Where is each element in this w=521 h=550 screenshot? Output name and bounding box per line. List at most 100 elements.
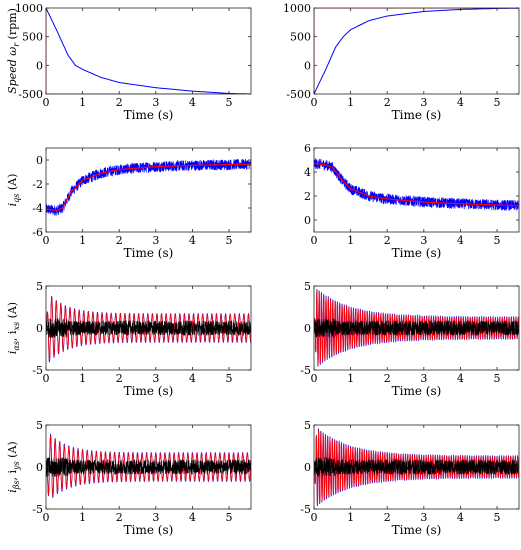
x-tick-label: 2 — [384, 511, 391, 524]
x-tick-label: 3 — [152, 511, 159, 524]
y-tick-label: 0 — [36, 154, 43, 167]
x-tick-label: 1 — [79, 511, 86, 524]
x-tick-label: 2 — [116, 372, 123, 385]
series-line-2 — [314, 163, 519, 207]
series-line-1 — [314, 8, 519, 94]
x-tick-label: 3 — [152, 96, 159, 109]
x-tick-label: 0 — [43, 234, 50, 247]
x-tick-label: 3 — [420, 372, 427, 385]
x-tick-label: 5 — [226, 511, 233, 524]
y-tick-label: 2 — [304, 190, 311, 203]
x-axis-label: Time (s) — [124, 384, 174, 398]
y-tick-label: 5 — [36, 419, 43, 432]
series-oscillation-2 — [46, 435, 251, 497]
y-tick-label: 500 — [290, 31, 311, 44]
series-line-2 — [46, 8, 251, 94]
y-tick-label: 4 — [304, 166, 311, 179]
y-tick-label: -6 — [32, 226, 43, 239]
x-tick-label: 1 — [347, 372, 354, 385]
series-noise-3 — [314, 457, 519, 477]
y-tick-label: 0 — [304, 214, 311, 227]
x-tick-label: 3 — [420, 511, 427, 524]
y-tick-label: 1000 — [15, 2, 43, 15]
y-tick-label: 0 — [304, 461, 311, 474]
y-axis-label: iαs, ixs (A) — [6, 302, 21, 354]
plot-area — [46, 158, 251, 216]
y-tick-label: 0 — [36, 59, 43, 72]
x-axis-label: Time (s) — [392, 384, 442, 398]
y-tick-label: 500 — [22, 31, 43, 44]
y-tick-label: -5 — [32, 503, 43, 516]
plot-area — [314, 8, 519, 94]
y-tick-label: 0 — [36, 322, 43, 335]
x-tick-label: 5 — [226, 234, 233, 247]
x-tick-label: 2 — [116, 96, 123, 109]
x-tick-label: 5 — [494, 511, 501, 524]
plot-area — [314, 428, 519, 506]
x-tick-label: 2 — [116, 234, 123, 247]
y-tick-label: 5 — [304, 280, 311, 293]
x-tick-label: 1 — [79, 372, 86, 385]
x-tick-label: 5 — [226, 96, 233, 109]
y-tick-label: -2 — [32, 178, 43, 191]
x-tick-label: 3 — [420, 96, 427, 109]
x-axis-label: Time (s) — [392, 523, 442, 537]
plot-area — [46, 295, 251, 363]
x-tick-label: 4 — [189, 234, 196, 247]
x-tick-label: 4 — [189, 511, 196, 524]
y-tick-label: -4 — [32, 202, 43, 215]
x-tick-label: 2 — [384, 96, 391, 109]
x-tick-label: 2 — [116, 511, 123, 524]
x-axis-label: Time (s) — [392, 108, 442, 122]
series-line-1 — [46, 8, 251, 94]
x-axis-label: Time (s) — [124, 523, 174, 537]
x-tick-label: 0 — [311, 372, 318, 385]
x-tick-label: 3 — [152, 372, 159, 385]
x-axis-label: Time (s) — [124, 108, 174, 122]
y-tick-label: 1000 — [283, 2, 311, 15]
x-tick-label: 0 — [311, 511, 318, 524]
y-tick-label: -5 — [300, 503, 311, 516]
y-tick-label: -5 — [300, 364, 311, 377]
axes-frame — [45, 7, 252, 95]
series-line-2 — [314, 8, 519, 94]
plot-area — [46, 8, 251, 94]
plot-area — [314, 158, 519, 211]
x-tick-label: 4 — [189, 96, 196, 109]
x-tick-label: 1 — [347, 234, 354, 247]
x-tick-label: 5 — [494, 96, 501, 109]
y-tick-label: 0 — [304, 59, 311, 72]
x-tick-label: 4 — [457, 511, 464, 524]
chart-panel-4: 0 1 2 3 4 5 0 2 4 6 Time (s) — [304, 142, 520, 260]
y-tick-label: 6 — [304, 142, 311, 155]
x-tick-label: 1 — [79, 96, 86, 109]
plot-area — [314, 289, 519, 367]
x-tick-label: 3 — [152, 234, 159, 247]
y-axis-label: Speed ωr (rpm) — [6, 8, 21, 94]
series-oscillation-2 — [314, 290, 519, 365]
y-tick-label: 5 — [304, 419, 311, 432]
x-tick-label: 1 — [347, 511, 354, 524]
x-axis-label: Time (s) — [124, 246, 174, 260]
x-tick-label: 0 — [43, 511, 50, 524]
y-tick-label: -5 — [32, 364, 43, 377]
y-tick-label: -500 — [286, 88, 311, 101]
x-tick-label: 4 — [457, 372, 464, 385]
axes-frame — [313, 7, 520, 95]
plot-area — [46, 433, 251, 499]
chart-panel-3: 0 1 2 3 4 5 -6 -4 -2 0 Time (s) iqs (A) — [6, 147, 252, 260]
x-tick-label: 5 — [226, 372, 233, 385]
series-noisy-1 — [46, 158, 251, 216]
axes-frame — [313, 147, 520, 233]
x-tick-label: 0 — [43, 96, 50, 109]
y-tick-label: 0 — [36, 461, 43, 474]
y-tick-label: 5 — [36, 280, 43, 293]
series-noise-3 — [46, 318, 251, 338]
